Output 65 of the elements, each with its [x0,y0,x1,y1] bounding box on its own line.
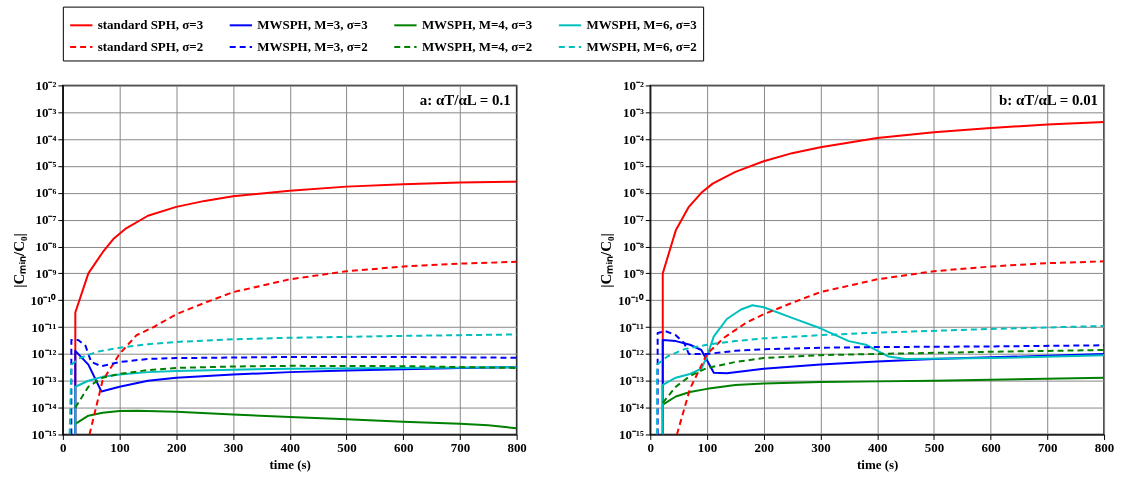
y-tick-label: 10⁻¹⁰ [617,292,644,308]
x-tick-label: 0 [647,439,655,455]
line-series [74,366,517,435]
y-tick-label: 10⁻¹⁵ [31,426,57,442]
y-tick-label: 10⁻¹³ [31,373,57,389]
annotation: a: αT/αL = 0.1 [419,92,511,109]
x-axis-title: time (s) [856,456,899,472]
x-tick-label: 400 [280,439,300,455]
legend-label: standard SPH, σ=2 [97,39,204,54]
y-tick-label: 10⁻⁷ [622,212,644,228]
x-tick-label: 500 [337,439,357,455]
legend-label: standard SPH, σ=3 [97,17,204,33]
legend-label: MWSPH, M=6, σ=3 [586,17,698,33]
legend-label: MWSPH, M=4, σ=3 [421,17,533,33]
x-tick-label: 800 [1094,439,1115,455]
y-tick-label: 10⁻¹¹ [31,319,57,335]
y-axis-title: |Cₘᵢₙ/C₀| [10,233,27,288]
y-tick-label: 10⁻¹⁴ [31,400,57,416]
x-tick-label: 800 [507,439,527,455]
y-tick-label: 10⁻⁶ [622,185,644,201]
line-series [88,260,517,435]
y-tick-label: 10⁻¹⁴ [619,400,644,416]
line-series [74,409,517,430]
x-tick-label: 700 [450,439,471,455]
x-tick-label: 200 [167,439,187,455]
x-tick-label: 700 [1038,439,1058,455]
legend-label: MWSPH, M=4, σ=2 [421,39,533,54]
x-tick-label: 600 [981,439,1001,455]
y-tick-label: 10⁻¹² [31,346,57,362]
legend-label: MWSPH, M=6, σ=2 [586,39,697,54]
y-tick-label: 10⁻⁹ [622,265,644,281]
y-tick-label: 10⁻³ [35,104,57,120]
x-tick-label: 200 [754,439,774,455]
y-tick-label: 10⁻⁷ [35,212,57,228]
y-tick-label: 10⁻¹⁵ [619,426,644,442]
annotation: b: αT/αL = 0.01 [998,92,1099,109]
x-tick-label: 600 [393,439,414,455]
y-tick-label: 10⁻⁸ [35,239,57,255]
x-tick-label: 300 [223,439,244,455]
y-tick-label: 10⁻² [35,77,57,93]
y-tick-label: 10⁻⁶ [35,185,57,201]
y-tick-label: 10⁻⁴ [35,131,57,147]
x-tick-label: 100 [110,439,130,455]
y-tick-label: 10⁻⁴ [622,131,644,147]
y-tick-label: 10⁻¹² [619,346,644,362]
x-tick-label: 0 [60,439,67,455]
x-tick-label: 300 [811,439,831,455]
legend-label: MWSPH, M=3, σ=3 [257,17,369,33]
y-tick-label: 10⁻² [622,77,644,93]
y-tick-label: 10⁻⁵ [622,158,644,174]
y-tick-label: 10⁻¹¹ [619,319,644,335]
y-tick-label: 10⁻¹⁰ [30,292,57,308]
y-axis-title: |Cₘᵢₙ/C₀| [597,233,614,288]
x-tick-label: 100 [697,439,718,455]
line-series [675,260,1105,435]
x-tick-label: 400 [867,439,888,455]
y-tick-label: 10⁻⁹ [35,265,57,281]
x-axis-title: time (s) [269,456,311,472]
y-tick-label: 10⁻³ [622,104,644,120]
y-tick-label: 10⁻⁸ [622,239,644,255]
y-tick-label: 10⁻¹³ [619,373,644,389]
y-tick-label: 10⁻⁵ [35,158,57,174]
legend-label: MWSPH, M=3, σ=2 [257,39,368,54]
x-tick-label: 500 [924,439,945,455]
line-series [74,364,517,409]
